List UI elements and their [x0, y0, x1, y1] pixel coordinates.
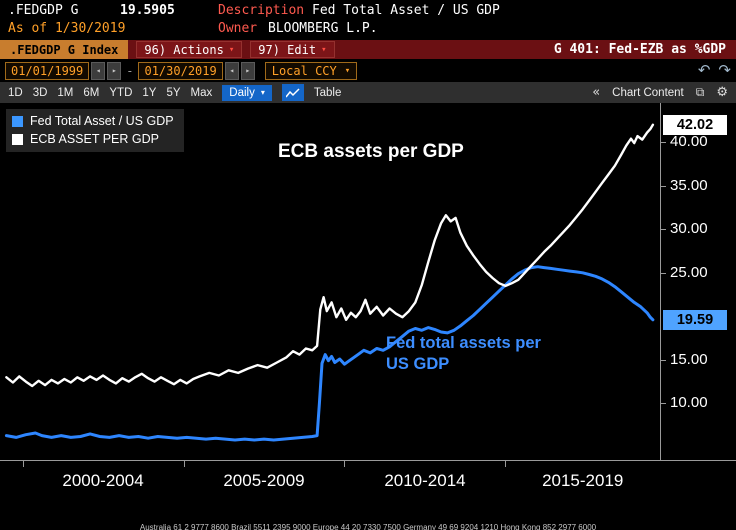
date-separator: - — [126, 63, 134, 78]
y-tick-label: 15.00 — [670, 350, 708, 368]
edit-menu-button[interactable]: 97) Edit ▾ — [250, 41, 335, 58]
y-tick-mark — [661, 359, 666, 361]
x-tick-label: 2005-2009 — [223, 471, 305, 490]
x-tick-mark — [183, 461, 185, 467]
chevron-down-icon: ▾ — [260, 88, 265, 97]
range-1m[interactable]: 1M — [57, 86, 74, 99]
toolbar-right: « Chart Content ⧉ ⚙ — [592, 85, 728, 100]
end-date-forward-button[interactable]: ▸ — [240, 61, 255, 80]
x-axis-line — [0, 460, 736, 461]
start-date-input[interactable]: 01/01/1999 — [5, 61, 90, 80]
start-date-back-button[interactable]: ◂ — [91, 61, 106, 80]
chart-function-title: G 401: Fed-EZB as %GDP — [553, 42, 726, 57]
chevron-down-icon: ▾ — [321, 44, 327, 55]
owner-label: Owner — [218, 21, 258, 36]
y-tick-label: 35.00 — [670, 176, 708, 194]
y-tick-label: 40.00 — [670, 133, 708, 151]
y-tick-label: 10.00 — [670, 394, 708, 412]
chevron-down-icon: ▾ — [344, 65, 351, 76]
settings-gear-icon[interactable]: ⚙ — [716, 85, 728, 100]
line-chart-icon — [285, 87, 300, 97]
y-tick-label: 30.00 — [670, 220, 708, 238]
x-axis: 2000-2004 2005-2009 2010-2014 2015-2019 — [0, 460, 736, 505]
currency-select[interactable]: Local CCY ▾ — [264, 61, 358, 80]
frequency-select[interactable]: Daily ▾ — [222, 84, 272, 101]
chevron-down-icon: ▾ — [228, 44, 235, 55]
popout-icon[interactable]: ⧉ — [695, 85, 705, 99]
x-tick-label: 2000-2004 — [62, 471, 144, 490]
range-3d[interactable]: 3D — [32, 86, 48, 99]
security-header: .FEDGDP G 19.5905 Description Fed Total … — [0, 0, 736, 40]
actions-menu-button[interactable]: 96) Actions ▾ — [136, 41, 243, 58]
start-date-forward-button[interactable]: ▸ — [107, 61, 122, 80]
ecb-annotation: ECB assets per GDP — [278, 141, 464, 162]
fed-annotation: Fed total assets per US GDP — [386, 334, 541, 373]
last-price-badge-ecb: 42.02 — [663, 114, 727, 135]
range-max[interactable]: Max — [190, 86, 213, 99]
legend-item-fed[interactable]: Fed Total Asset / US GDP — [12, 112, 174, 130]
owner-value: BLOOMBERG L.P. — [268, 21, 378, 36]
y-tick-label: 25.00 — [670, 263, 708, 281]
chart-area: Fed Total Asset / US GDP ECB ASSET PER G… — [0, 103, 736, 460]
fed-series-swatch-icon — [12, 115, 23, 127]
actions-menu-label: 96) Actions — [144, 42, 224, 57]
legend-label-fed: Fed Total Asset / US GDP — [30, 114, 174, 128]
ecb-series-swatch-icon — [12, 133, 23, 145]
as-of-date: As of 1/30/2019 — [8, 21, 126, 36]
edit-menu-label: 97) Edit — [258, 42, 317, 57]
range-1y[interactable]: 1Y — [142, 86, 157, 99]
security-ticker: .FEDGDP G — [8, 3, 79, 18]
frequency-select-value: Daily — [229, 86, 255, 99]
y-tick-mark — [661, 142, 666, 144]
collapse-panel-icon[interactable]: « — [592, 85, 601, 100]
chart-type-button[interactable] — [281, 84, 304, 101]
end-date-input[interactable]: 01/30/2019 — [138, 61, 223, 80]
index-chip: .FEDGDP G Index — [0, 40, 129, 59]
range-5y[interactable]: 5Y — [166, 86, 181, 99]
terminal-footer: Australia 61 2 9777 8600 Brazil 5511 239… — [0, 505, 736, 530]
undo-arrow-icon[interactable]: ↶ — [697, 61, 711, 79]
currency-select-value: Local CCY — [271, 63, 337, 78]
y-tick-mark — [661, 229, 666, 231]
x-tick-label: 2015-2019 — [542, 471, 624, 490]
legend-item-ecb[interactable]: ECB ASSET PER GDP — [12, 130, 174, 148]
x-tick-mark — [344, 461, 346, 467]
chart-toolbar: 1D 3D 1M 6M YTD 1Y 5Y Max Daily ▾ Table … — [0, 82, 736, 103]
description-value: Fed Total Asset / US GDP — [312, 3, 500, 18]
chart-plot[interactable] — [0, 103, 660, 460]
table-view-button[interactable]: Table — [313, 86, 342, 99]
y-tick-mark — [661, 185, 666, 187]
x-tick-mark — [22, 461, 24, 467]
y-tick-mark — [661, 272, 666, 274]
last-price-badge-fed: 19.59 — [663, 309, 727, 330]
y-tick-mark — [661, 403, 666, 405]
command-bar: .FEDGDP G Index 96) Actions ▾ 97) Edit ▾… — [0, 40, 736, 59]
chart-content-button[interactable]: Chart Content — [612, 86, 684, 99]
footer-contacts-line1: Australia 61 2 9777 8600 Brazil 5511 239… — [139, 522, 597, 530]
range-1d[interactable]: 1D — [8, 86, 23, 99]
x-tick-mark — [505, 461, 507, 467]
redo-arrow-icon[interactable]: ↷ — [718, 61, 731, 79]
security-last-value: 19.5905 — [120, 3, 175, 18]
range-ytd[interactable]: YTD — [109, 86, 133, 99]
description-label: Description — [218, 3, 305, 18]
y-axis: 40.00 35.00 30.00 25.00 15.00 10.00 42.02 19.59 — [660, 103, 736, 460]
chart-legend: Fed Total Asset / US GDP ECB ASSET PER G… — [6, 109, 184, 152]
history-nav: ↶ ↷ — [698, 63, 731, 78]
range-6m[interactable]: 6M — [83, 86, 100, 99]
end-date-back-button[interactable]: ◂ — [224, 61, 239, 80]
legend-label-ecb: ECB ASSET PER GDP — [30, 132, 159, 146]
date-range-bar: 01/01/1999 ◂ ▸ - 01/30/2019 ◂ ▸ Local CC… — [0, 59, 736, 82]
x-tick-label: 2010-2014 — [384, 471, 466, 490]
